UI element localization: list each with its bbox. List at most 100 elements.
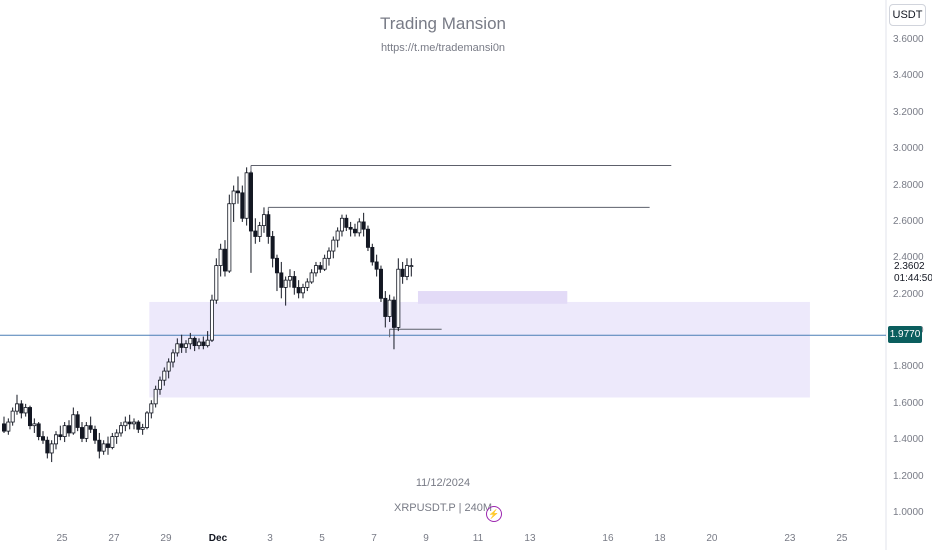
- candle-body: [383, 297, 388, 317]
- candle-body: [79, 427, 84, 439]
- candle-body: [361, 221, 366, 230]
- price-tick-label: 3.0000: [893, 143, 924, 155]
- candle-body: [201, 341, 206, 347]
- time-tick-label: 11: [472, 533, 484, 544]
- time-tick-label: 5: [319, 533, 325, 544]
- candle-body: [222, 248, 227, 272]
- candle-body: [6, 421, 11, 432]
- time-tick-label: 25: [56, 533, 68, 544]
- candle-body: [27, 407, 32, 427]
- candle-body: [40, 436, 45, 441]
- candle-body: [400, 268, 405, 277]
- lightning-icon[interactable]: ⚡: [486, 506, 502, 522]
- candle-body: [144, 412, 149, 428]
- candle-body: [331, 239, 336, 252]
- candle-body: [374, 261, 379, 270]
- candle-body: [326, 250, 331, 259]
- time-tick-label: 7: [371, 533, 377, 544]
- candle-body: [131, 421, 136, 425]
- candle-body: [404, 265, 409, 277]
- candle-body: [175, 343, 180, 354]
- current-level-label: 1.9770: [888, 326, 922, 343]
- candle-body: [166, 361, 171, 372]
- watermark-title: Trading Mansion: [380, 14, 506, 33]
- candle-body: [114, 432, 119, 437]
- price-tick-label: 1.2000: [893, 470, 924, 482]
- candle-body: [335, 230, 340, 241]
- candle-body: [88, 425, 93, 430]
- price-tick-label: 2.6000: [893, 215, 924, 227]
- candle-body: [283, 279, 288, 288]
- candle-body: [391, 299, 396, 328]
- candle-body: [149, 403, 154, 414]
- candle-body: [157, 379, 162, 390]
- time-tick-label: 9: [423, 533, 429, 544]
- candle-body: [396, 268, 401, 328]
- candle-body: [183, 343, 188, 348]
- candle-body: [75, 414, 80, 428]
- candle-body: [53, 434, 58, 445]
- candle-body: [196, 341, 201, 347]
- candle-body: [261, 214, 266, 226]
- candle-body: [387, 299, 392, 317]
- candle-body: [218, 248, 223, 266]
- last-price-value: 2.3602: [894, 261, 925, 272]
- candle-body: [378, 268, 383, 299]
- bar-countdown: 01:44:50: [894, 273, 932, 284]
- currency-button[interactable]: USDT: [889, 4, 926, 26]
- candle-body: [179, 343, 184, 348]
- candle-body: [409, 265, 414, 267]
- candle-body: [118, 425, 123, 434]
- time-tick-label: 25: [836, 533, 848, 544]
- candle-body: [32, 423, 37, 427]
- candle-body: [214, 265, 219, 301]
- price-tick-label: 2.2000: [893, 288, 924, 300]
- price-tick-label: 3.2000: [893, 106, 924, 118]
- candle-body: [49, 443, 54, 454]
- candle-body: [170, 352, 175, 363]
- time-tick-label: 27: [108, 533, 120, 544]
- time-tick-label: 16: [602, 533, 614, 544]
- candle-body: [10, 410, 15, 423]
- candle-body: [244, 172, 249, 219]
- candle-body: [344, 217, 349, 228]
- candle-body: [227, 203, 232, 272]
- candle-body: [309, 272, 314, 283]
- price-tick-label: 1.8000: [893, 361, 924, 373]
- price-tick-label: 2.4000: [893, 252, 924, 264]
- candle-body: [357, 221, 362, 234]
- time-tick-label: 23: [784, 533, 796, 544]
- candle-body: [370, 246, 375, 263]
- time-tick-label: 3: [267, 533, 273, 544]
- candle-body: [209, 299, 214, 341]
- candle-body: [300, 287, 305, 294]
- candle-body: [352, 228, 357, 234]
- watermark-symbol: XRPUSDT.P | 240M: [393, 502, 493, 514]
- candle-body: [36, 423, 41, 437]
- candle-body: [279, 272, 284, 288]
- price-tick-label: 3.6000: [893, 34, 924, 45]
- candle-body: [14, 403, 19, 412]
- candle-body: [101, 443, 106, 452]
- time-tick-label: 29: [160, 533, 172, 544]
- candle-body: [71, 414, 76, 434]
- candle-body: [313, 265, 318, 274]
- candle-body: [23, 407, 28, 414]
- price-tick-label: 1.6000: [893, 397, 924, 409]
- price-tick-label: 2.8000: [893, 179, 924, 191]
- candle-body: [287, 276, 292, 281]
- candle-body: [235, 190, 240, 194]
- candle-body: [62, 425, 67, 437]
- watermark-date: 11/12/2024: [415, 477, 471, 489]
- watermark-url: https://t.me/trademansi0n: [380, 42, 506, 54]
- supply-demand-zone: [149, 301, 810, 398]
- candle-body: [339, 217, 344, 232]
- candle-body: [305, 281, 310, 288]
- candle-body: [19, 403, 24, 414]
- candle-body: [123, 421, 128, 427]
- candle-body: [192, 337, 197, 347]
- candle-body: [270, 236, 275, 259]
- time-tick-label: Dec: [208, 533, 228, 544]
- candle-body: [296, 287, 301, 294]
